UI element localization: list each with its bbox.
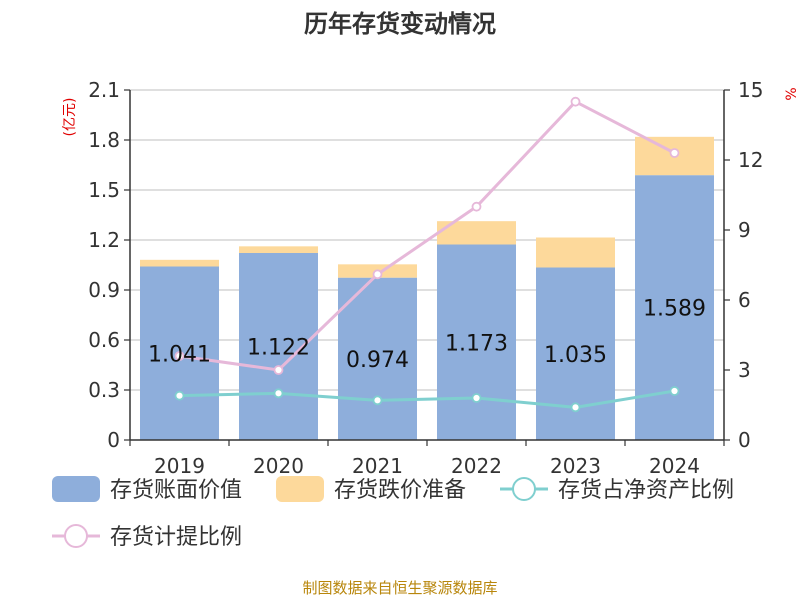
bar-inventory-book-value — [338, 277, 417, 440]
bar-inventory-book-value — [437, 244, 516, 440]
series-lines — [174, 96, 680, 413]
point-inventory-to-net-assets — [372, 395, 383, 406]
point-impairment-ratio — [570, 96, 581, 107]
data-labels: 1.041 1.122 0.974 1.173 1.035 1.589 — [148, 297, 706, 373]
legend-label: 存货占净资产比例 — [558, 478, 734, 503]
legend-swatch — [52, 476, 100, 502]
y-right-unit-label: % — [784, 87, 800, 100]
point-inventory-to-net-assets — [669, 386, 680, 396]
legend-inventory-to-net-assets: 存货占净资产比例 — [500, 477, 734, 503]
bar-data-label: 1.035 — [544, 343, 607, 368]
legend-inventory-impairment: 存货跌价准备 — [276, 476, 466, 503]
y-right-tick-label: 6 — [738, 288, 751, 312]
legend-label: 存货跌价准备 — [334, 478, 466, 503]
point-impairment-ratio — [669, 148, 680, 158]
y-left-tick-label: 0.9 — [88, 278, 120, 302]
legend-label: 存货计提比例 — [110, 525, 242, 550]
y-right-tick-label: 9 — [738, 218, 751, 242]
y-left-tick-label: 0 — [107, 428, 120, 452]
y-right-tick-label: 12 — [738, 148, 763, 172]
point-impairment-ratio — [372, 269, 383, 280]
bar-data-label: 1.041 — [148, 342, 211, 367]
bar-data-label: 1.173 — [445, 331, 508, 356]
point-inventory-to-net-assets — [570, 402, 581, 413]
x-tick-label: 2022 — [451, 454, 502, 478]
axes: 0 0.3 0.6 0.9 1.2 1.5 1.8 2.1 0 3 6 9 12 15 (亿元)% 2019 2… — [62, 78, 800, 478]
legend-inventory-book-value: 存货账面价值 — [52, 476, 242, 503]
bar-inventory-impairment — [239, 246, 318, 253]
legend-swatch — [276, 476, 324, 502]
y-left-unit-label: (亿元) — [62, 98, 78, 137]
y-left-tick-label: 1.5 — [88, 178, 120, 202]
x-tick-label: 2020 — [253, 454, 304, 478]
bar-data-label: 1.122 — [247, 336, 310, 361]
point-impairment-ratio — [174, 351, 185, 361]
y-left-tick-label: 1.2 — [88, 228, 120, 252]
y-right-tick-label: 3 — [738, 358, 751, 382]
bar-inventory-impairment — [437, 221, 516, 245]
legend-impairment-ratio: 存货计提比例 — [52, 524, 242, 550]
y-left-tick-label: 2.1 — [88, 78, 120, 102]
y-left-tick-label: 0.6 — [88, 328, 120, 352]
x-tick-label: 2023 — [550, 454, 601, 478]
x-tick-label: 2024 — [649, 454, 700, 478]
point-inventory-to-net-assets — [273, 388, 284, 399]
y-left-tick-label: 1.8 — [88, 128, 120, 152]
y-right-tick-label: 15 — [738, 78, 763, 102]
line-impairment-ratio — [179, 100, 676, 372]
point-impairment-ratio — [273, 365, 284, 375]
y-left-tick-label: 0.3 — [88, 378, 120, 402]
x-tick-label: 2021 — [352, 454, 403, 478]
point-inventory-to-net-assets — [471, 393, 482, 403]
y-right-tick-label: 0 — [738, 428, 751, 452]
chart-source: 制图数据来自恒生聚源数据库 — [302, 579, 497, 597]
legend-swatch-marker — [64, 524, 88, 548]
bar-data-label: 1.589 — [643, 297, 706, 322]
bar-data-label: 0.974 — [346, 348, 409, 373]
bar-inventory-impairment — [536, 237, 615, 268]
legend-swatch-marker — [512, 477, 536, 501]
bar-inventory-impairment — [140, 259, 219, 267]
line-inventory-to-net-assets — [179, 389, 675, 409]
point-impairment-ratio — [471, 201, 482, 212]
x-tick-label: 2019 — [154, 454, 205, 478]
chart-title: 历年存货变动情况 — [304, 10, 496, 38]
legend-label: 存货账面价值 — [110, 478, 242, 503]
point-inventory-to-net-assets — [174, 390, 185, 401]
grid-lines — [130, 89, 724, 391]
